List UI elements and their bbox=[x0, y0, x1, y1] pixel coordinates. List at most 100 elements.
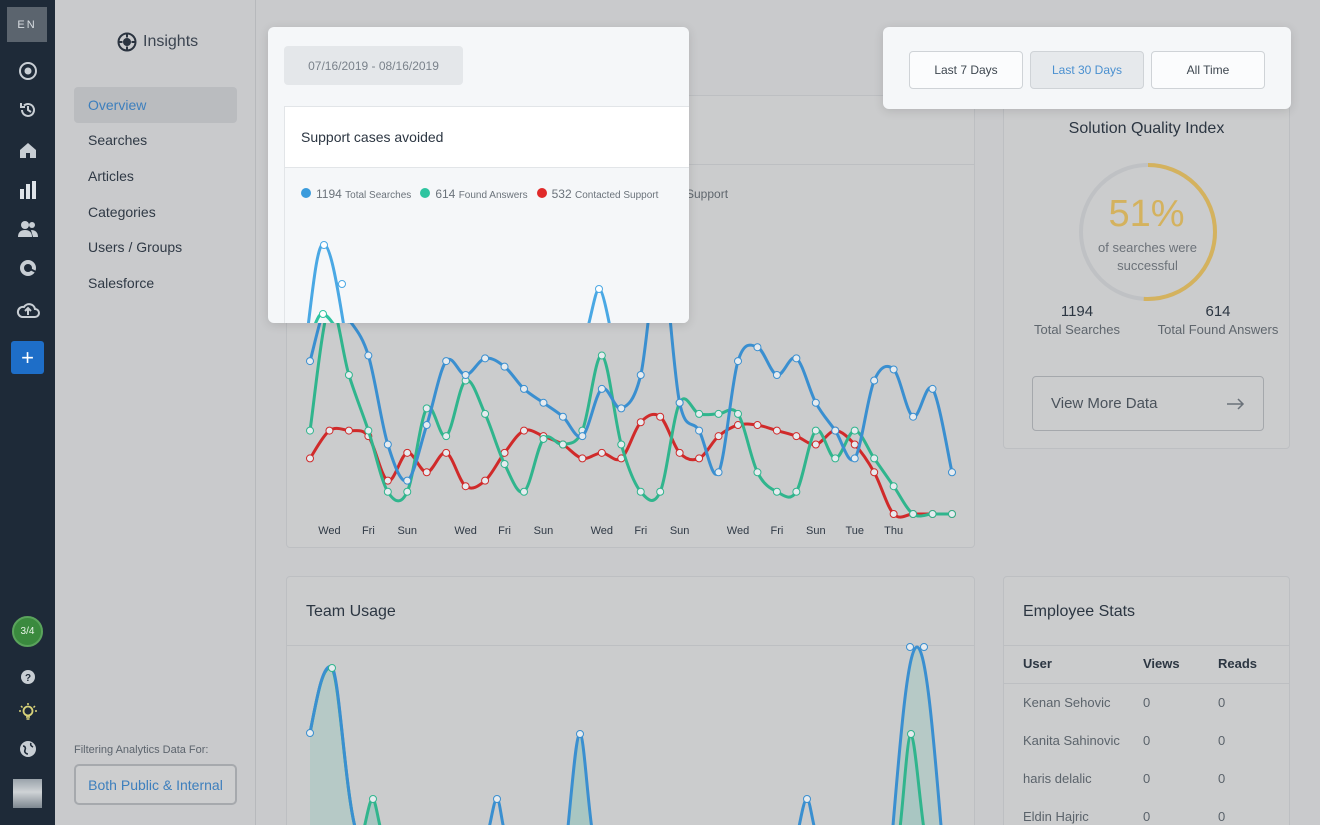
data-point[interactable] bbox=[656, 412, 665, 421]
data-point[interactable] bbox=[656, 487, 665, 496]
data-point[interactable] bbox=[481, 409, 490, 418]
data-point[interactable] bbox=[792, 432, 801, 441]
data-point[interactable] bbox=[831, 454, 840, 463]
data-point[interactable] bbox=[461, 371, 470, 379]
data-point[interactable] bbox=[714, 432, 723, 441]
data-point[interactable] bbox=[325, 426, 334, 435]
data-point[interactable] bbox=[889, 482, 898, 491]
data-point[interactable] bbox=[597, 384, 606, 393]
column-views[interactable]: Views bbox=[1143, 645, 1218, 684]
data-point[interactable] bbox=[734, 357, 742, 366]
date-range-picker[interactable]: 07/16/2019 - 08/16/2019 bbox=[284, 46, 463, 85]
data-point[interactable] bbox=[695, 409, 704, 418]
data-point[interactable] bbox=[383, 440, 392, 449]
data-point[interactable] bbox=[500, 459, 509, 468]
data-point[interactable] bbox=[909, 510, 918, 518]
data-point[interactable] bbox=[306, 357, 314, 366]
data-point[interactable] bbox=[344, 426, 353, 435]
data-point[interactable] bbox=[714, 409, 723, 418]
data-point[interactable] bbox=[364, 351, 373, 360]
data-point[interactable] bbox=[422, 468, 431, 477]
home-icon[interactable] bbox=[14, 136, 41, 163]
data-point[interactable] bbox=[520, 487, 528, 496]
visibility-filter-button[interactable]: Both Public & Internal bbox=[74, 764, 237, 805]
data-point[interactable] bbox=[403, 448, 412, 457]
data-point[interactable] bbox=[772, 487, 781, 496]
legend-found-answers[interactable]: 614 Found Answers bbox=[420, 187, 528, 201]
data-point[interactable] bbox=[948, 468, 956, 477]
data-point[interactable] bbox=[442, 357, 451, 366]
column-user[interactable]: User bbox=[1004, 645, 1143, 684]
table-row[interactable]: haris delalic 0 0 bbox=[1004, 760, 1289, 798]
lightbulb-icon[interactable] bbox=[14, 698, 41, 725]
data-point[interactable] bbox=[500, 362, 509, 371]
data-point[interactable] bbox=[636, 487, 645, 496]
data-point[interactable] bbox=[617, 440, 626, 449]
data-point[interactable] bbox=[811, 426, 820, 435]
data-point[interactable] bbox=[909, 412, 918, 421]
data-point[interactable] bbox=[734, 409, 742, 418]
data-point[interactable] bbox=[948, 510, 956, 518]
view-more-data-button[interactable]: View More Data bbox=[1032, 376, 1264, 431]
nav-item-categories[interactable]: Categories bbox=[88, 204, 156, 220]
legend-total-searches[interactable]: 1194 Total Searches bbox=[301, 187, 411, 201]
data-point[interactable] bbox=[636, 418, 645, 427]
data-point[interactable] bbox=[383, 487, 392, 496]
data-point[interactable] bbox=[772, 426, 781, 435]
globe-icon[interactable] bbox=[14, 735, 41, 762]
data-point[interactable] bbox=[675, 448, 684, 457]
data-point[interactable] bbox=[422, 404, 431, 413]
analytics-icon[interactable] bbox=[14, 176, 41, 203]
data-point[interactable] bbox=[636, 371, 645, 379]
data-point[interactable] bbox=[344, 371, 353, 379]
help-icon[interactable]: ? bbox=[14, 663, 41, 690]
data-point[interactable] bbox=[792, 354, 801, 363]
cloud-upload-icon[interactable] bbox=[14, 296, 41, 323]
data-point[interactable] bbox=[520, 426, 528, 435]
logo-icon[interactable] bbox=[14, 57, 41, 84]
progress-badge[interactable]: 3/4 bbox=[12, 616, 43, 647]
users-icon[interactable] bbox=[14, 215, 41, 242]
data-point[interactable] bbox=[481, 476, 490, 485]
data-point[interactable] bbox=[675, 398, 684, 407]
range-all-time[interactable]: All Time bbox=[1151, 51, 1265, 89]
legend-contacted-support[interactable]: 532 Contacted Support bbox=[536, 187, 658, 201]
data-point[interactable] bbox=[811, 398, 820, 407]
data-point[interactable] bbox=[870, 376, 879, 385]
data-point[interactable] bbox=[442, 448, 451, 457]
data-point[interactable] bbox=[695, 454, 704, 463]
data-point[interactable] bbox=[889, 510, 898, 518]
data-point[interactable] bbox=[753, 343, 762, 352]
data-point[interactable] bbox=[422, 421, 431, 430]
language-switch[interactable]: EN bbox=[7, 7, 47, 42]
data-point[interactable] bbox=[597, 448, 606, 457]
data-point[interactable] bbox=[403, 476, 412, 485]
add-button[interactable]: + bbox=[11, 341, 44, 374]
table-row[interactable]: Eldin Hajric 0 0 bbox=[1004, 798, 1289, 825]
table-row[interactable]: Kenan Sehovic 0 0 bbox=[1004, 683, 1289, 722]
nav-item-overview[interactable]: Overview bbox=[74, 87, 237, 123]
data-point[interactable] bbox=[520, 384, 528, 393]
data-point[interactable] bbox=[558, 440, 567, 449]
data-point[interactable] bbox=[889, 365, 898, 374]
data-point[interactable] bbox=[578, 432, 587, 441]
data-point[interactable] bbox=[850, 426, 859, 435]
nav-item-searches[interactable]: Searches bbox=[88, 132, 148, 148]
data-point[interactable] bbox=[695, 426, 704, 435]
data-point[interactable] bbox=[870, 468, 879, 477]
data-point[interactable] bbox=[753, 421, 762, 430]
data-point[interactable] bbox=[928, 510, 937, 518]
range-last-30-days[interactable]: Last 30 Days bbox=[1030, 51, 1144, 89]
data-point[interactable] bbox=[539, 434, 548, 443]
data-point[interactable] bbox=[461, 482, 470, 491]
data-point[interactable] bbox=[850, 454, 859, 463]
nav-item-salesforce[interactable]: Salesforce bbox=[88, 275, 155, 291]
data-point[interactable] bbox=[558, 412, 567, 421]
data-point[interactable] bbox=[928, 384, 937, 393]
data-point[interactable] bbox=[850, 440, 859, 449]
column-reads[interactable]: Reads bbox=[1218, 645, 1289, 684]
data-point[interactable] bbox=[306, 454, 314, 463]
data-point[interactable] bbox=[870, 454, 879, 463]
data-point[interactable] bbox=[578, 454, 587, 463]
data-point[interactable] bbox=[714, 468, 723, 477]
